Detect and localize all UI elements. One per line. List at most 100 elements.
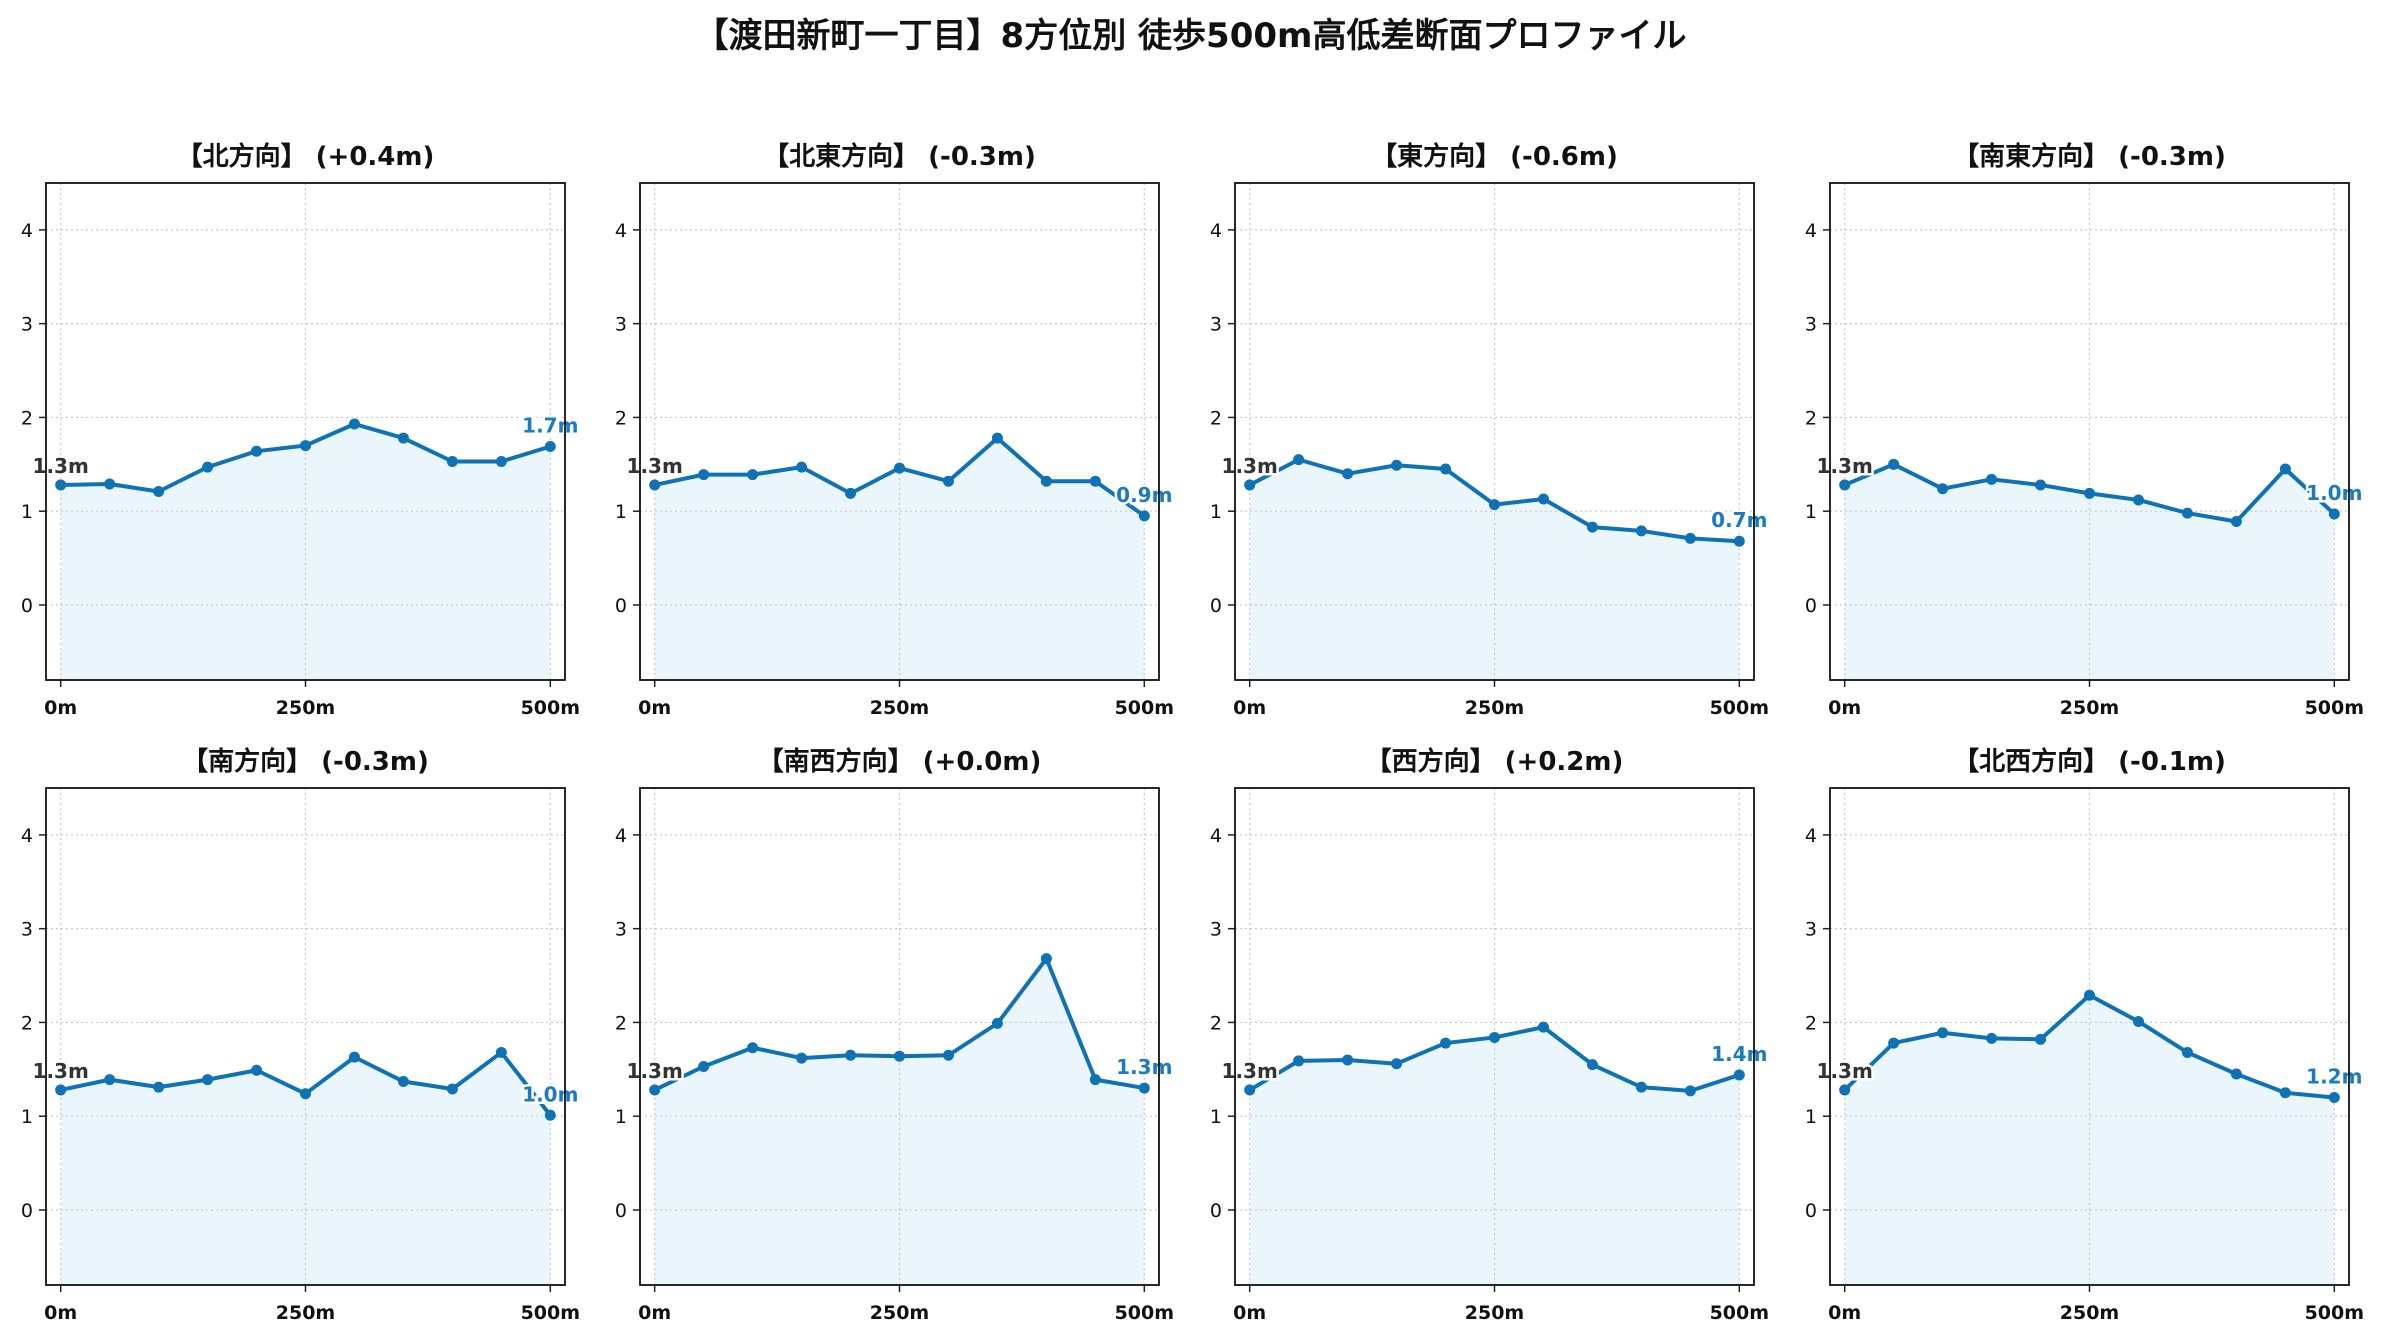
end-value-label: 0.9m	[1116, 483, 1172, 507]
axes-frame	[45, 182, 566, 681]
axes-frame	[1829, 787, 2350, 1286]
data-point	[1440, 463, 1452, 475]
y-tick-label: 3	[615, 314, 627, 336]
data-point	[1138, 510, 1150, 522]
x-tick-label: 250m	[2060, 1302, 2119, 1324]
axes-frame	[45, 787, 566, 1286]
end-value-label: 1.4m	[1711, 1042, 1767, 1066]
chart-panel: 【北方向】 (+0.4m) 0 1 2 3 4 0m 250m 500m 1.3m 1.7m	[21, 141, 581, 719]
y-tick-label: 4	[1210, 825, 1222, 847]
data-point	[1537, 493, 1549, 505]
panel-title: 【北東方向】 (-0.3m)	[763, 141, 1036, 172]
end-value-label: 1.3m	[1116, 1055, 1172, 1079]
data-point	[747, 1042, 759, 1054]
data-point	[495, 456, 507, 468]
y-tick-label: 2	[1805, 407, 1817, 429]
panel-title: 【南方向】 (-0.3m)	[182, 746, 429, 777]
data-point	[1937, 1027, 1949, 1039]
x-tick-label: 0m	[44, 1302, 77, 1324]
data-point	[2181, 507, 2193, 519]
data-point	[1293, 1055, 1305, 1067]
data-point	[300, 1088, 311, 1100]
data-point	[300, 440, 311, 452]
x-tick-label: 250m	[276, 697, 335, 719]
y-tick-label: 2	[1210, 407, 1222, 429]
data-point	[55, 1084, 67, 1096]
data-point	[1888, 1037, 1900, 1049]
data-point	[1391, 1058, 1403, 1070]
data-point	[2084, 989, 2095, 1001]
data-point	[1684, 532, 1696, 544]
y-tick-label: 3	[615, 919, 627, 941]
y-tick-label: 3	[1210, 919, 1222, 941]
data-point	[845, 1049, 857, 1061]
panel-title: 【東方向】 (-0.6m)	[1371, 141, 1618, 172]
data-point	[1537, 1021, 1549, 1033]
data-point	[495, 1046, 507, 1058]
panel-title: 【北西方向】 (-0.1m)	[1953, 746, 2226, 777]
y-tick-label: 0	[21, 1200, 33, 1222]
y-tick-label: 1	[1210, 1106, 1222, 1128]
data-point	[942, 475, 954, 487]
data-point	[202, 1074, 214, 1086]
data-point	[942, 1049, 954, 1061]
x-tick-label: 0m	[638, 697, 671, 719]
area-fill	[1249, 1027, 1740, 1285]
chart-panel: 【北西方向】 (-0.1m) 0 1 2 3 4 0m 250m 500m 1.3m 1.2m	[1805, 746, 2365, 1324]
data-point	[698, 469, 710, 481]
data-point	[1040, 475, 1052, 487]
y-tick-label: 0	[21, 595, 33, 617]
x-tick-label: 500m	[2305, 697, 2364, 719]
chart-panel: 【西方向】 (+0.2m) 0 1 2 3 4 0m 250m 500m 1.3m 1.4m	[1210, 746, 1770, 1324]
panel-title: 【北方向】 (+0.4m)	[177, 141, 435, 172]
data-point	[1342, 1054, 1354, 1066]
x-tick-label: 250m	[1465, 1302, 1524, 1324]
data-point	[1586, 1059, 1598, 1071]
data-point	[1733, 1069, 1745, 1081]
chart-panel: 【南東方向】 (-0.3m) 0 1 2 3 4 0m 250m 500m 1.3m 1.0m	[1805, 141, 2365, 719]
start-value-label: 1.3m	[1222, 1059, 1278, 1083]
data-point	[153, 486, 165, 498]
data-point	[1089, 1074, 1101, 1086]
data-point	[1986, 473, 1998, 485]
page-title: 【渡田新町一丁目】8方位別 徒歩500m高低差断面プロファイル	[694, 16, 1687, 56]
y-tick-label: 1	[615, 501, 627, 523]
y-tick-label: 2	[615, 1012, 627, 1034]
x-tick-label: 500m	[1115, 1302, 1174, 1324]
y-tick-label: 1	[21, 501, 33, 523]
data-point	[2132, 1015, 2144, 1027]
data-point	[894, 1050, 905, 1062]
x-tick-label: 0m	[1233, 1302, 1266, 1324]
data-point	[2035, 1033, 2047, 1045]
data-point	[153, 1081, 165, 1093]
data-point	[1391, 459, 1403, 471]
data-point	[251, 445, 263, 457]
y-tick-label: 3	[21, 919, 33, 941]
data-point	[2084, 487, 2095, 499]
x-tick-label: 250m	[2060, 697, 2119, 719]
data-point	[2181, 1046, 2193, 1058]
y-tick-label: 4	[1805, 825, 1817, 847]
y-tick-label: 2	[21, 407, 33, 429]
y-tick-label: 3	[1210, 314, 1222, 336]
data-point	[446, 456, 458, 468]
y-tick-label: 1	[1805, 501, 1817, 523]
start-value-label: 1.3m	[627, 1059, 683, 1083]
x-tick-label: 500m	[521, 697, 580, 719]
y-tick-label: 3	[21, 314, 33, 336]
x-tick-label: 0m	[1828, 1302, 1861, 1324]
data-point	[1839, 479, 1851, 491]
panel-title: 【南西方向】 (+0.0m)	[758, 746, 1042, 777]
data-point	[2328, 1091, 2340, 1103]
start-value-label: 1.3m	[1222, 454, 1278, 478]
data-point	[2132, 494, 2144, 506]
y-tick-label: 4	[21, 825, 33, 847]
data-point	[1684, 1085, 1696, 1097]
x-tick-label: 250m	[870, 697, 929, 719]
y-tick-label: 1	[1805, 1106, 1817, 1128]
x-tick-label: 250m	[276, 1302, 335, 1324]
y-tick-label: 2	[1210, 1012, 1222, 1034]
data-point	[991, 1017, 1003, 1029]
area-fill	[654, 958, 1145, 1285]
data-point	[845, 487, 857, 499]
